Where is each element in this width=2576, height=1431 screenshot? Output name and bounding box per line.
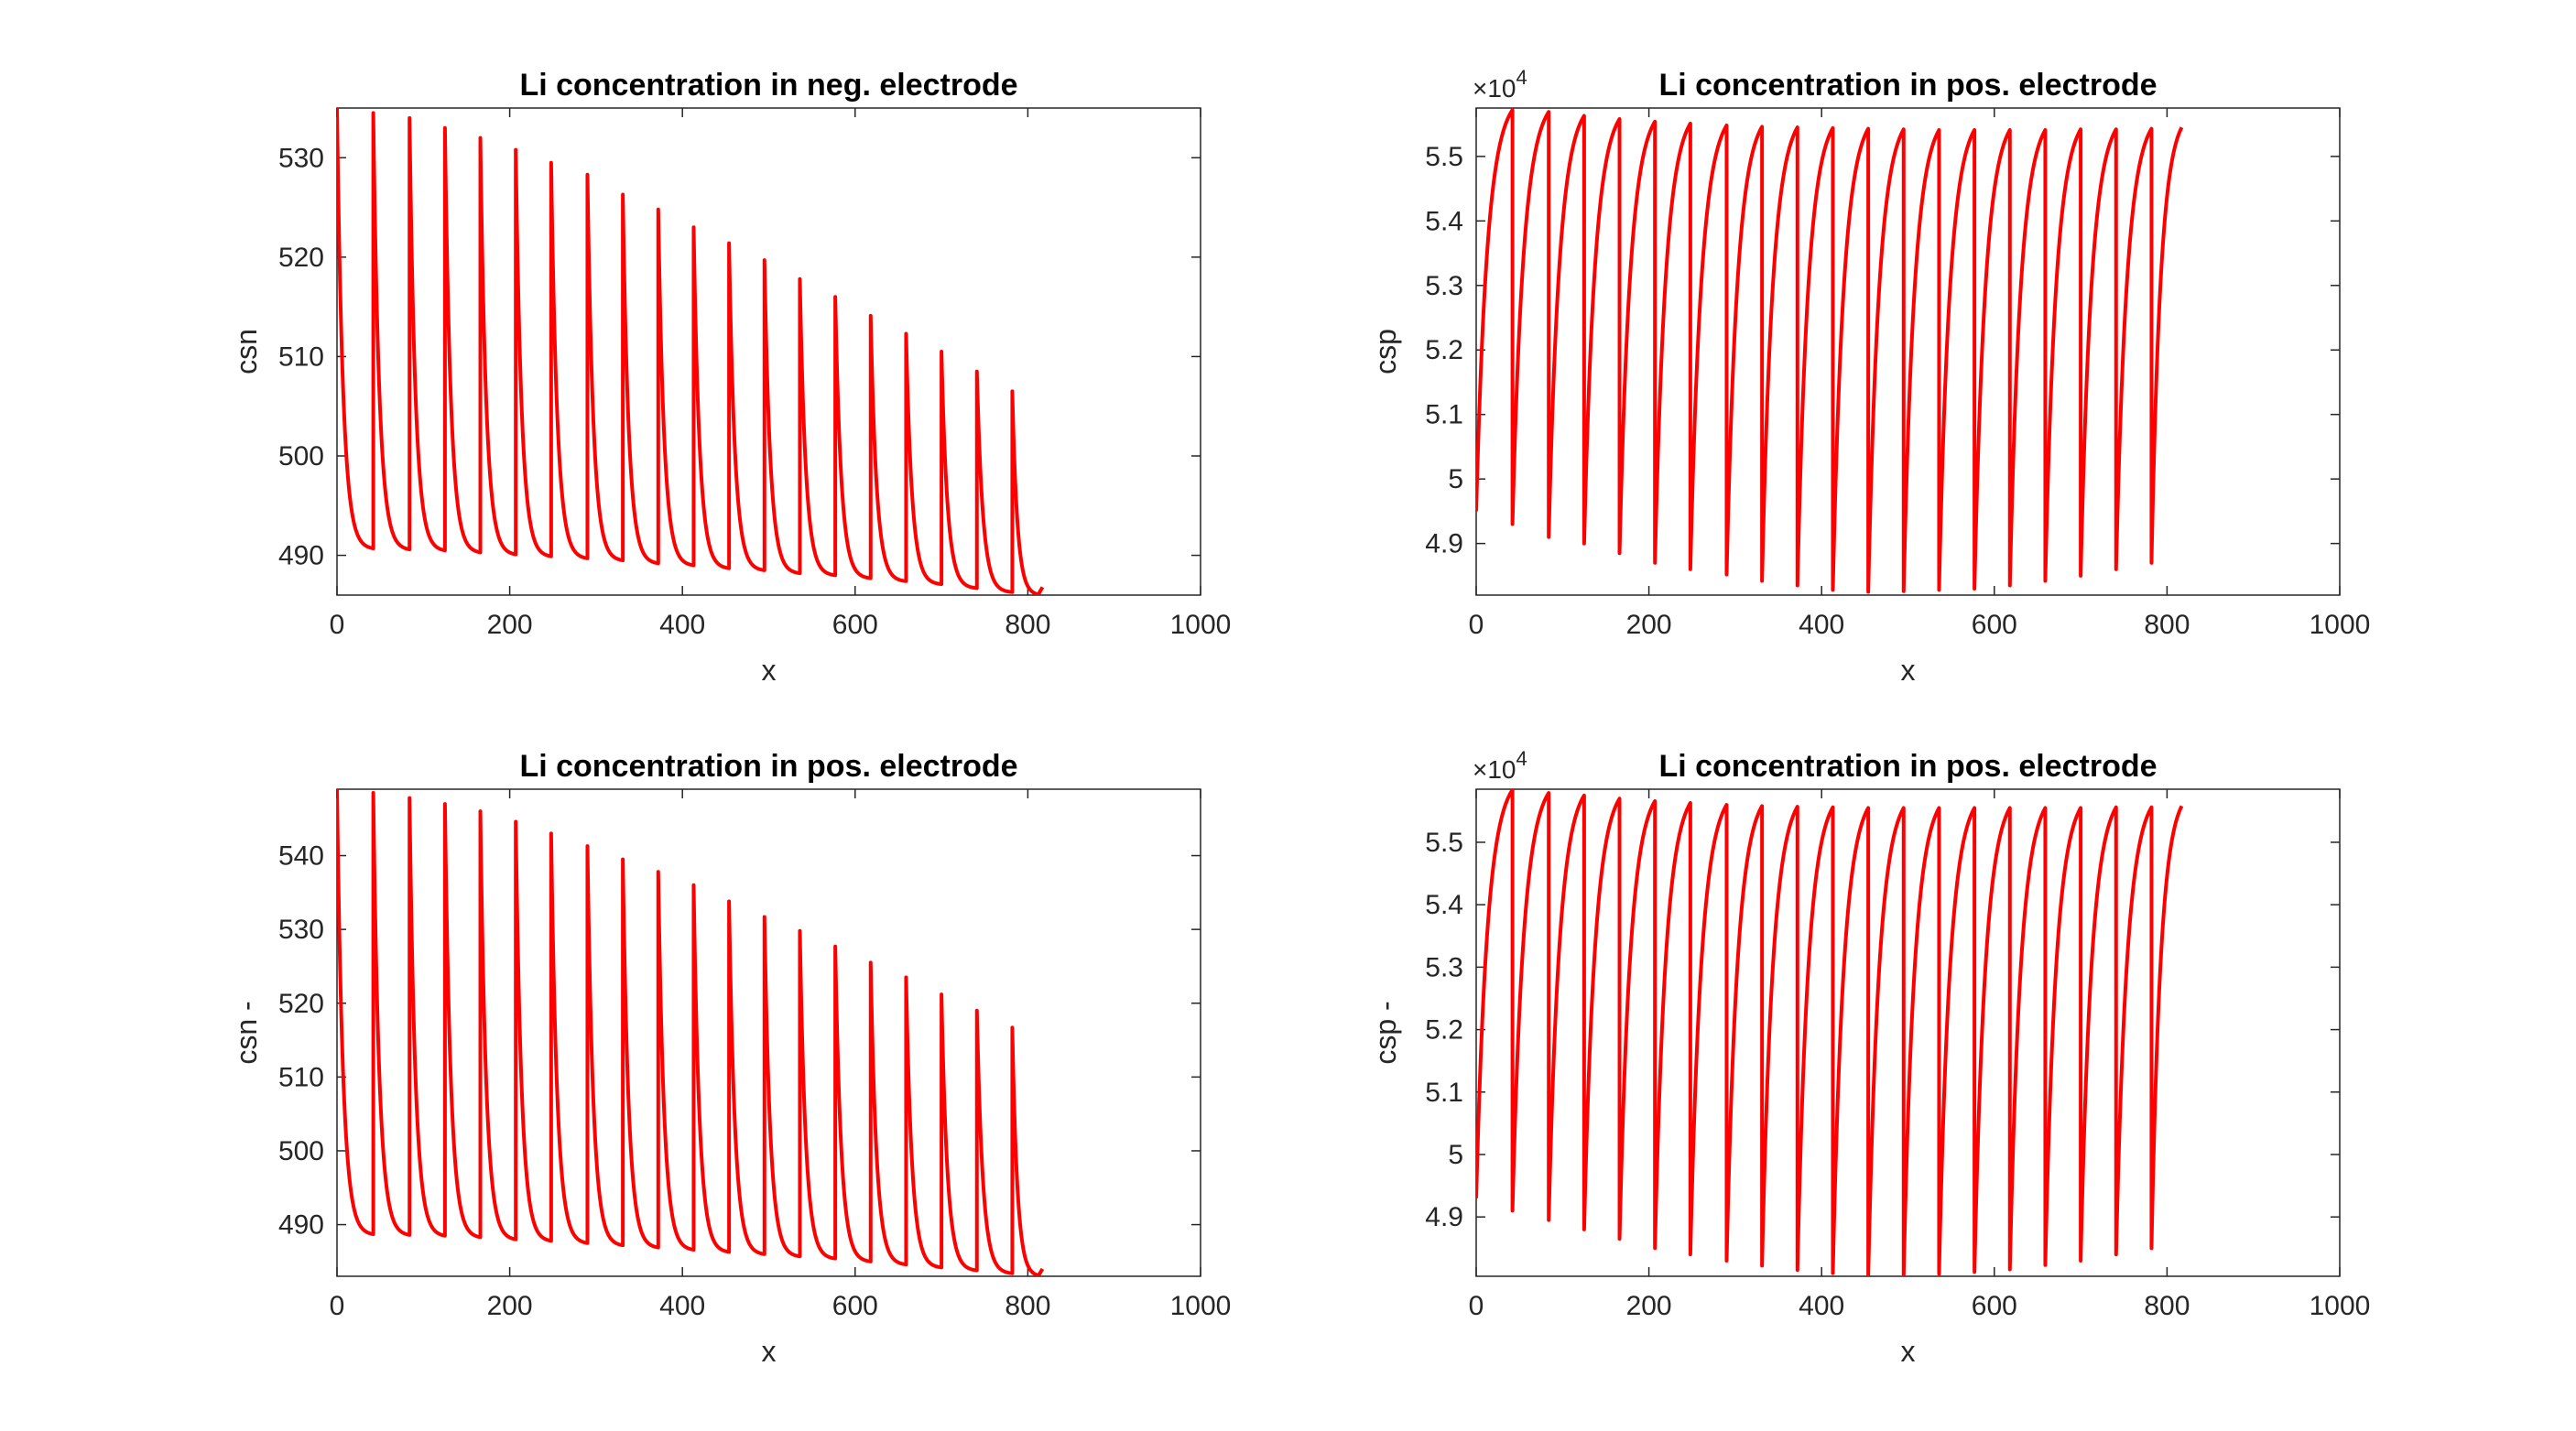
x-tick-label: 1000 bbox=[2310, 1291, 2371, 1321]
subplot-title: Li concentration in pos. electrode bbox=[1658, 68, 2157, 103]
x-tick-label: 0 bbox=[330, 610, 345, 640]
y-tick-label: 530 bbox=[278, 143, 324, 173]
x-axis-label: x bbox=[762, 1335, 777, 1368]
y-tick-label: 490 bbox=[278, 541, 324, 571]
x-tick-label: 0 bbox=[1469, 1291, 1484, 1321]
y-tick-label: 5 bbox=[1448, 1140, 1463, 1170]
y-tick-label: 5 bbox=[1448, 464, 1463, 494]
axes-box bbox=[336, 107, 1201, 596]
y-tick-label: 490 bbox=[278, 1210, 324, 1241]
x-tick-label: 0 bbox=[1469, 610, 1484, 640]
x-axis-label: x bbox=[762, 654, 777, 687]
y-tick-label: 4.9 bbox=[1425, 1202, 1463, 1232]
y-tick-label: 520 bbox=[278, 989, 324, 1019]
y-tick-label: 5.5 bbox=[1425, 142, 1463, 172]
x-tick-label: 0 bbox=[330, 1291, 345, 1321]
x-tick-label: 400 bbox=[1799, 610, 1844, 640]
y-tick-label: 520 bbox=[278, 243, 324, 273]
axes-box bbox=[1475, 107, 2341, 596]
axes-box bbox=[1475, 788, 2341, 1277]
y-tick-label: 540 bbox=[278, 841, 324, 872]
x-tick-label: 1000 bbox=[1170, 1291, 1232, 1321]
y-tick-label: 5.2 bbox=[1425, 335, 1463, 365]
y-tick-label: 5.2 bbox=[1425, 1015, 1463, 1046]
x-axis-label: x bbox=[1901, 654, 1916, 687]
x-axis-label: x bbox=[1901, 1335, 1916, 1368]
series-line bbox=[1476, 789, 2184, 1276]
x-tick-label: 400 bbox=[659, 1291, 705, 1321]
y-tick-label: 5.1 bbox=[1425, 1078, 1463, 1108]
subplot-title: Li concentration in neg. electrode bbox=[519, 68, 1017, 103]
x-tick-label: 600 bbox=[832, 610, 878, 640]
x-tick-label: 600 bbox=[1972, 1291, 2017, 1321]
x-tick-label: 1000 bbox=[1170, 610, 1232, 640]
x-tick-label: 400 bbox=[659, 610, 705, 640]
y-exponent-power: 4 bbox=[1516, 66, 1527, 89]
x-tick-label: 200 bbox=[1626, 610, 1672, 640]
x-tick-label: 600 bbox=[1972, 610, 2017, 640]
y-tick-label: 5.4 bbox=[1425, 206, 1463, 236]
x-tick-label: 800 bbox=[2144, 1291, 2190, 1321]
y-axis-label: csp - bbox=[1369, 1001, 1402, 1064]
x-tick-label: 800 bbox=[2144, 610, 2190, 640]
y-tick-label: 5.3 bbox=[1425, 952, 1463, 982]
series-line bbox=[337, 789, 1045, 1276]
x-tick-label: 1000 bbox=[2310, 610, 2371, 640]
y-axis-label: csn bbox=[230, 329, 263, 374]
subplot-csn-minus: Li concentration in pos. electrode x csn… bbox=[230, 749, 1231, 1368]
subplot-title: Li concentration in pos. electrode bbox=[1658, 749, 2157, 784]
x-tick-label: 800 bbox=[1005, 1291, 1050, 1321]
y-axis-label: csn - bbox=[230, 1001, 263, 1064]
subplot-csp-minus: Li concentration in pos. electrode x csp… bbox=[1369, 747, 2370, 1368]
x-tick-label: 600 bbox=[832, 1291, 878, 1321]
y-tick-label: 5.5 bbox=[1425, 828, 1463, 858]
y-tick-label: 500 bbox=[278, 441, 324, 472]
x-tick-label: 200 bbox=[1626, 1291, 1672, 1321]
y-tick-label: 4.9 bbox=[1425, 529, 1463, 559]
subplot-csp: Li concentration in pos. electrode x csp… bbox=[1369, 66, 2370, 687]
x-tick-label: 200 bbox=[487, 610, 533, 640]
y-tick-label: 5.3 bbox=[1425, 271, 1463, 301]
y-tick-label: 510 bbox=[278, 341, 324, 372]
series-line bbox=[337, 108, 1045, 595]
subplot-csn: Li concentration in neg. electrode x csn… bbox=[230, 68, 1231, 687]
series-line bbox=[1476, 108, 2184, 594]
y-tick-label: 530 bbox=[278, 915, 324, 945]
subplot-title: Li concentration in pos. electrode bbox=[519, 749, 1017, 784]
y-tick-label: 5.1 bbox=[1425, 400, 1463, 430]
x-tick-label: 400 bbox=[1799, 1291, 1844, 1321]
axes-box bbox=[336, 788, 1201, 1277]
y-exponent-power: 4 bbox=[1516, 747, 1527, 770]
y-axis-label: csp bbox=[1369, 329, 1402, 374]
y-tick-label: 510 bbox=[278, 1062, 324, 1092]
y-tick-label: 5.4 bbox=[1425, 890, 1463, 920]
y-tick-label: 500 bbox=[278, 1136, 324, 1166]
x-tick-label: 800 bbox=[1005, 610, 1050, 640]
x-tick-label: 200 bbox=[487, 1291, 533, 1321]
